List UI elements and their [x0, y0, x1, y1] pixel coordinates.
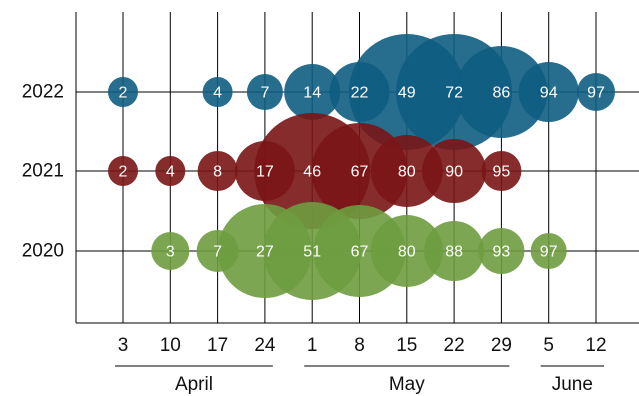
x-tick-label: 17 [207, 335, 228, 356]
x-tick-label: 15 [396, 335, 417, 356]
bubble-label: 95 [493, 164, 511, 181]
bubble-label: 22 [351, 85, 369, 102]
x-tick-label: 3 [118, 335, 129, 356]
x-tick-label: 12 [585, 335, 606, 356]
bubble-2021 [481, 151, 522, 191]
x-tick-label: 10 [160, 335, 181, 356]
bubble-2020 [370, 215, 443, 287]
bubble-2021 [370, 135, 443, 207]
y-tick-label: 2022 [22, 82, 64, 103]
bubble-label: 72 [445, 85, 463, 102]
bubble-2021 [155, 156, 186, 186]
bubble-2021 [108, 156, 138, 186]
bubble-label: 3 [166, 244, 175, 261]
bubble-label: 17 [256, 164, 274, 181]
bubble-label: 49 [398, 85, 416, 102]
bubble-2022 [202, 77, 233, 107]
x-tick-label: 24 [254, 335, 276, 356]
bubble-2022 [246, 74, 283, 110]
bubble-2020 [424, 221, 485, 281]
bubble-label: 80 [398, 164, 416, 181]
bubble-label: 14 [303, 85, 321, 102]
bubble-label: 86 [493, 85, 511, 102]
x-tick-label: 1 [307, 335, 318, 356]
bubble-2022 [284, 64, 341, 120]
bubbles [108, 34, 615, 300]
bubble-2021 [197, 151, 238, 191]
month-label: April [175, 374, 213, 395]
bubble-label: 46 [303, 164, 321, 181]
bubble-label: 67 [351, 164, 369, 181]
month-label: May [389, 374, 425, 395]
bubble-label: 8 [213, 164, 222, 181]
bubble-label: 97 [587, 85, 605, 102]
month-label: June [552, 374, 593, 395]
bubble-label: 7 [260, 85, 269, 102]
bubble-labels: 2 4 7 14 22 49 72 86 94 97 2 4 8 17 46 67 80 90 95 3 7 27 51 67… [119, 85, 605, 261]
bubble-2020 [151, 232, 190, 270]
bubble-label: 67 [351, 244, 369, 261]
bubble-2020 [530, 233, 567, 269]
x-tick-label: 22 [444, 335, 465, 356]
bubble-label: 4 [213, 85, 222, 102]
bubble-label: 2 [119, 85, 128, 102]
bubble-2022 [577, 73, 615, 111]
y-tick-label: 2020 [22, 241, 64, 262]
bubble-label: 88 [445, 244, 463, 261]
bubble-label: 97 [540, 244, 558, 261]
bubble-2021 [422, 139, 487, 203]
x-tick-label: 8 [354, 335, 365, 356]
bubble-label: 80 [398, 244, 416, 261]
bubble-label: 7 [213, 244, 222, 261]
bubble-2022 [108, 77, 138, 107]
bubble-label: 94 [540, 85, 558, 102]
bubble-label: 93 [493, 244, 511, 261]
x-tick-label: 29 [491, 335, 512, 356]
bubble-label: 4 [166, 164, 175, 181]
bubble-label: 90 [445, 164, 463, 181]
bubble-2020 [478, 228, 525, 274]
x-tick-label: 5 [543, 335, 554, 356]
bubble-2022 [455, 46, 548, 138]
bubble-label: 27 [256, 244, 274, 261]
bubble-2022 [518, 62, 579, 122]
bubble-label: 51 [303, 244, 321, 261]
bubble-label: 2 [119, 164, 128, 181]
y-tick-label: 2021 [22, 161, 64, 182]
